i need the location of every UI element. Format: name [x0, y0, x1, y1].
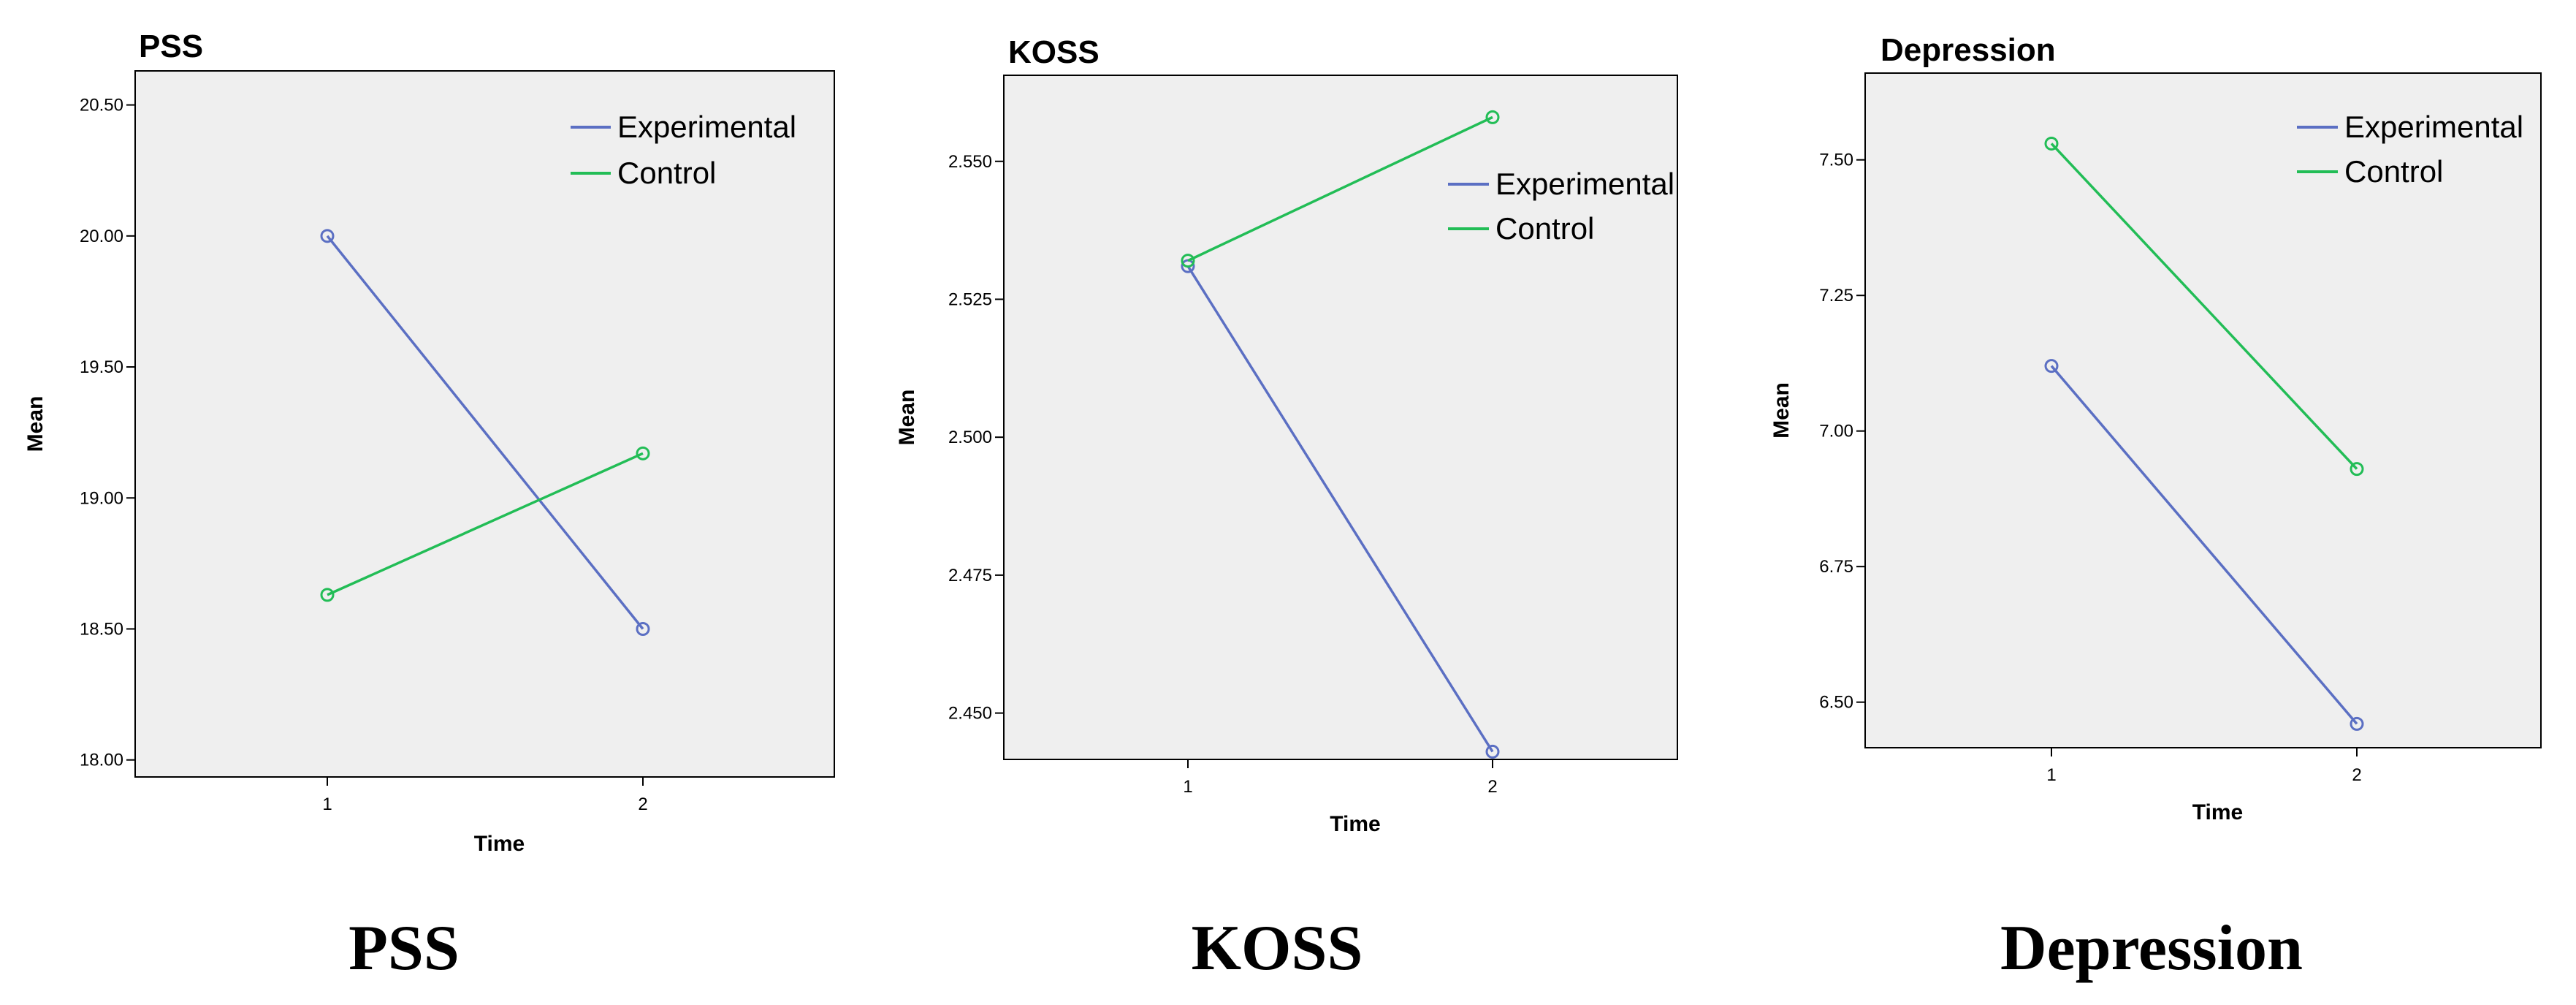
series-line-control: [327, 452, 644, 596]
y-tick-label: 2.500: [948, 428, 992, 447]
x-axis-label: Time: [474, 832, 525, 856]
plot-area: [134, 70, 835, 778]
y-axis-label: Mean: [895, 390, 919, 446]
data-point-control: [636, 446, 650, 460]
x-tick-label: 2: [2352, 765, 2361, 785]
data-point-control: [1485, 110, 1500, 124]
y-tick-label: 19.00: [80, 488, 123, 508]
y-tick-label: 18.50: [80, 619, 123, 639]
data-point-control: [320, 588, 335, 602]
chart-title: Depression: [1880, 32, 2056, 68]
legend-label-experimental: Experimental: [2344, 110, 2523, 144]
y-tick-label: 6.75: [1819, 557, 1853, 577]
data-point-experimental: [1485, 744, 1500, 759]
y-tick-label: 7.50: [1819, 151, 1853, 170]
y-axis-label: Mean: [23, 396, 47, 452]
y-tick-label: 20.50: [80, 96, 123, 115]
legend-label-control: Control: [1495, 211, 1594, 246]
panel-caption: Depression: [2000, 913, 2303, 984]
data-point-experimental: [636, 621, 650, 636]
series-line-experimental: [2050, 365, 2358, 725]
y-tick-label: 2.550: [948, 152, 992, 172]
chart-title: PSS: [139, 29, 203, 64]
legend-label-experimental: Experimental: [617, 110, 796, 144]
x-tick-label: 1: [1183, 777, 1192, 797]
y-axis-label: Mean: [1769, 382, 1794, 439]
y-tick-label: 2.450: [948, 704, 992, 724]
legend-label-experimental: Experimental: [1495, 167, 1674, 201]
y-tick-label: 2.475: [948, 566, 992, 585]
chart-title: KOSS: [1008, 34, 1100, 70]
y-tick-label: 2.525: [948, 289, 992, 309]
y-tick-label: 18.00: [80, 751, 123, 770]
panel-caption: KOSS: [1192, 913, 1363, 984]
y-tick-label: 7.25: [1819, 286, 1853, 306]
data-point-experimental: [320, 229, 335, 243]
y-tick-label: 6.50: [1819, 693, 1853, 713]
legend-label-control: Control: [617, 156, 716, 190]
legend-label-control: Control: [2344, 154, 2443, 189]
y-tick-label: 19.50: [80, 357, 123, 377]
data-point-control: [2350, 462, 2364, 477]
plot-area: [1864, 72, 2542, 748]
x-tick-label: 2: [638, 794, 647, 814]
x-tick-label: 1: [2046, 765, 2056, 785]
x-tick-label: 2: [1487, 777, 1497, 797]
x-axis-label: Time: [2192, 800, 2243, 824]
x-axis-label: Time: [1330, 812, 1380, 836]
series-line-experimental: [326, 235, 644, 630]
data-point-control: [2044, 136, 2059, 151]
data-point-control: [1181, 254, 1195, 268]
series-line-experimental: [1186, 265, 1494, 753]
data-point-experimental: [2350, 716, 2364, 731]
data-point-experimental: [2044, 359, 2059, 373]
series-line-control: [2050, 143, 2358, 470]
y-tick-label: 20.00: [80, 227, 123, 246]
y-tick-label: 7.00: [1819, 422, 1853, 441]
x-tick-label: 1: [322, 794, 332, 814]
series-line-control: [1187, 115, 1493, 262]
panel-caption: PSS: [348, 913, 460, 984]
